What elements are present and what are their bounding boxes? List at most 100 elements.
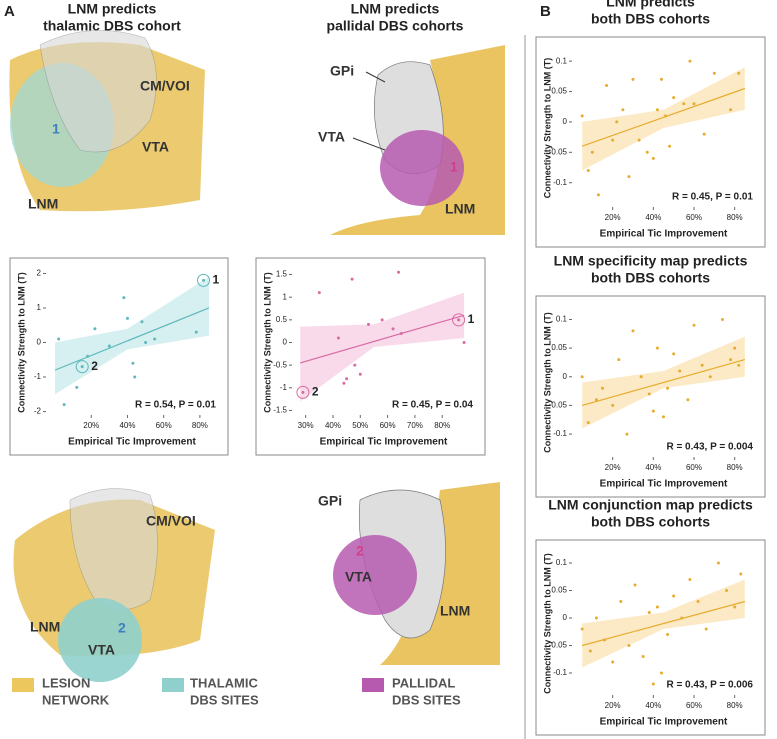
x-tick-label: 40% <box>325 421 341 430</box>
y-tick-label: -0.1 <box>553 429 567 438</box>
chart-title: LNM specificity map predicts <box>554 253 748 269</box>
fit-line <box>582 358 745 407</box>
point <box>621 108 625 112</box>
x-tick-label: 40% <box>645 701 661 710</box>
rendering-label: VTA <box>88 642 115 658</box>
point <box>131 361 135 365</box>
point <box>580 627 584 631</box>
rendering-label: 2 <box>118 620 126 636</box>
fit-line <box>300 314 465 364</box>
rendering-label: 2 <box>356 543 364 559</box>
rendering-label: LNM <box>445 201 475 217</box>
point <box>75 385 79 389</box>
rendering: GPi VTA 1 LNM <box>318 45 505 235</box>
point <box>625 432 629 436</box>
point <box>603 638 607 642</box>
point <box>682 102 686 106</box>
legend-swatch <box>12 678 34 692</box>
rendering: CM/VOI 1 VTA LNM <box>9 30 205 212</box>
heading: pallidal DBS cohorts <box>327 18 464 34</box>
point <box>708 375 712 379</box>
panel-label: B <box>540 3 551 20</box>
rendering-label: CM/VOI <box>146 513 196 529</box>
x-tick-label: 60% <box>686 701 702 710</box>
point <box>627 175 631 179</box>
point <box>57 337 61 341</box>
rendering-label: LNM <box>440 603 470 619</box>
x-tick-label: 80% <box>727 213 743 222</box>
legend-label: LESION <box>42 675 90 690</box>
y-tick-label: 0 <box>283 338 288 347</box>
chart-frame <box>535 295 766 498</box>
y-axis-label: Connectivity Strength to LNM (T) <box>16 272 26 413</box>
rendering-label: VTA <box>345 569 372 585</box>
point <box>647 392 651 396</box>
chart-title: LNM conjunction map predicts <box>548 497 753 513</box>
point <box>144 341 148 344</box>
rendering-label: 1 <box>52 121 60 137</box>
x-tick-label: 60% <box>380 421 396 430</box>
point <box>692 102 696 106</box>
x-tick-label: 40% <box>119 421 135 430</box>
point <box>655 605 659 609</box>
point <box>647 611 651 614</box>
y-tick-label: 0.1 <box>556 56 568 65</box>
x-tick-label: 70% <box>407 421 423 430</box>
x-tick-label: 50% <box>352 421 368 430</box>
y-tick-label: 2 <box>37 269 42 278</box>
point <box>720 317 724 321</box>
point <box>462 341 466 344</box>
point <box>700 363 704 367</box>
confidence-band <box>300 292 465 402</box>
point <box>737 363 741 367</box>
point-highlight <box>296 385 310 399</box>
y-tick-label: -1.5 <box>273 406 287 415</box>
point <box>702 132 706 136</box>
point <box>457 318 461 322</box>
heading: thalamic DBS cohort <box>43 18 181 34</box>
point <box>358 372 362 376</box>
x-tick-label: 20% <box>605 701 621 710</box>
y-tick-label: -1 <box>34 372 42 381</box>
point <box>662 415 665 419</box>
point <box>668 144 672 148</box>
point <box>659 77 663 81</box>
y-tick-label: -0.1 <box>553 178 567 187</box>
heading: LNM predicts <box>68 1 157 17</box>
y-tick-label: 1.5 <box>276 270 288 279</box>
point <box>696 600 700 603</box>
y-tick-label: -0.05 <box>549 641 568 650</box>
point <box>615 120 619 124</box>
point <box>342 381 346 385</box>
point <box>202 278 206 282</box>
point <box>80 365 84 369</box>
point <box>140 320 144 324</box>
point <box>678 369 682 373</box>
point <box>672 594 676 598</box>
point <box>633 583 637 587</box>
point <box>739 572 743 576</box>
legend-label: NETWORK <box>42 692 110 707</box>
x-tick-label: 40% <box>645 213 661 222</box>
legend-swatch <box>162 678 184 692</box>
x-axis-label: Empirical Tic Improvement <box>600 717 728 728</box>
point <box>353 363 357 367</box>
point <box>86 354 90 358</box>
point <box>380 318 384 322</box>
point <box>712 71 716 75</box>
point-highlight <box>197 273 211 287</box>
y-tick-label: -0.5 <box>273 360 287 369</box>
rendering-label: GPi <box>318 493 342 509</box>
x-tick-label: 80% <box>192 421 208 430</box>
point-highlight <box>75 360 89 374</box>
point <box>399 331 403 335</box>
confidence-band <box>582 67 745 171</box>
point <box>605 83 609 87</box>
chart-title: both DBS cohorts <box>591 11 710 27</box>
x-tick-label: 80% <box>434 421 450 430</box>
rendering-label: CM/VOI <box>140 78 190 94</box>
x-tick-label: 60% <box>686 463 702 472</box>
fit-line <box>54 307 210 371</box>
point <box>692 323 696 327</box>
y-tick-label: 0 <box>563 372 568 381</box>
